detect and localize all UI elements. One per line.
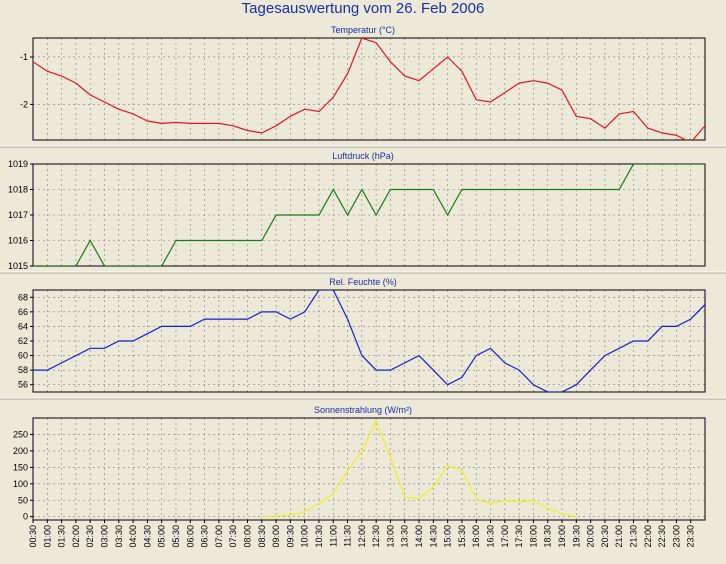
humidity-series-line: [33, 290, 705, 392]
x-tick-label: 07:30: [228, 525, 238, 548]
y-tick-label: 0: [23, 512, 28, 522]
x-tick-label: 00:30: [28, 525, 38, 548]
x-tick-label: 22:00: [643, 525, 653, 548]
temperature-chart-title: Temperatur (°C): [330, 25, 396, 35]
y-tick-label: 100: [13, 479, 28, 489]
x-tick-label: 07:00: [214, 525, 224, 548]
x-tick-label: 10:00: [300, 525, 310, 548]
x-tick-label: 19:00: [557, 525, 567, 548]
y-tick-label: 66: [18, 307, 28, 317]
radiation-series-line: [261, 419, 577, 518]
x-tick-label: 01:00: [42, 525, 52, 548]
temperature-series-line: [33, 38, 705, 140]
x-tick-label: 14:30: [428, 525, 438, 548]
x-tick-label: 13:30: [400, 525, 410, 548]
y-tick-label: 1017: [8, 210, 28, 220]
x-tick-label: 14:00: [414, 525, 424, 548]
x-tick-label: 11:30: [343, 525, 353, 547]
y-tick-label: 1019: [8, 159, 28, 169]
x-tick-label: 16:00: [471, 525, 481, 548]
radiation-chart-title: Sonnenstrahlung (W/m²): [313, 405, 413, 415]
y-tick-label: 150: [13, 462, 28, 472]
y-tick-label: 60: [18, 351, 28, 361]
x-tick-label: 23:30: [686, 525, 696, 548]
x-tick-label: 15:00: [443, 525, 453, 548]
y-tick-label: 58: [18, 365, 28, 375]
x-tick-label: 11:00: [328, 525, 338, 547]
x-tick-label: 21:00: [614, 525, 624, 548]
x-tick-label: 01:30: [57, 525, 67, 548]
x-tick-label: 04:00: [128, 525, 138, 548]
y-tick-label: 250: [13, 429, 28, 439]
x-tick-label: 02:00: [71, 525, 81, 548]
x-tick-label: 06:30: [200, 525, 210, 548]
x-tick-label: 05:00: [157, 525, 167, 548]
x-tick-label: 08:00: [242, 525, 252, 548]
x-tick-label: 16:30: [486, 525, 496, 548]
x-tick-label: 04:30: [142, 525, 152, 548]
x-tick-label: 06:00: [185, 525, 195, 548]
pressure-plot-frame: [32, 163, 706, 267]
x-tick-label: 18:30: [543, 525, 553, 548]
x-tick-label: 18:00: [528, 525, 538, 548]
x-tick-label: 09:30: [285, 525, 295, 548]
x-tick-label: 23:00: [671, 525, 681, 548]
x-tick-label: 03:30: [114, 525, 124, 548]
y-tick-label: 50: [18, 495, 28, 505]
humidity-chart-title: Rel. Feuchte (%): [329, 277, 397, 287]
y-tick-label: 200: [13, 446, 28, 456]
humidity-plot-frame: [32, 289, 706, 393]
x-tick-label: 20:30: [600, 525, 610, 548]
x-tick-label: 09:00: [271, 525, 281, 548]
x-tick-label: 21:30: [629, 525, 639, 548]
x-tick-label: 12:00: [357, 525, 367, 548]
x-tick-label: 17:00: [500, 525, 510, 548]
page-title: Tagesauswertung vom 26. Feb 2006: [241, 0, 485, 17]
x-tick-label: 05:30: [171, 525, 181, 548]
y-tick-label: 64: [18, 321, 28, 331]
x-tick-label: 17:30: [514, 525, 524, 548]
x-tick-label: 10:30: [314, 525, 324, 548]
x-tick-label: 03:00: [99, 525, 109, 548]
pressure-chart-title: Luftdruck (hPa): [332, 151, 394, 161]
y-tick-label: 62: [18, 336, 28, 346]
x-tick-label: 02:30: [85, 525, 95, 548]
pressure-series-line: [33, 164, 705, 266]
x-tick-label: 08:30: [257, 525, 267, 548]
x-tick-label: 15:30: [457, 525, 467, 548]
x-tick-label: 22:30: [657, 525, 667, 548]
y-tick-label: 1018: [8, 185, 28, 195]
y-tick-label: -2: [20, 99, 28, 109]
radiation-plot-frame: [32, 417, 706, 521]
y-tick-label: 1016: [8, 236, 28, 246]
y-tick-label: 68: [18, 292, 28, 302]
y-tick-label: -1: [20, 52, 28, 62]
x-tick-label: 19:30: [571, 525, 581, 548]
temperature-plot-frame: [32, 37, 706, 141]
y-tick-label: 1015: [8, 261, 28, 271]
x-tick-label: 13:00: [385, 525, 395, 548]
y-tick-label: 56: [18, 380, 28, 390]
x-tick-label: 12:30: [371, 525, 381, 548]
x-tick-label: 20:00: [586, 525, 596, 548]
